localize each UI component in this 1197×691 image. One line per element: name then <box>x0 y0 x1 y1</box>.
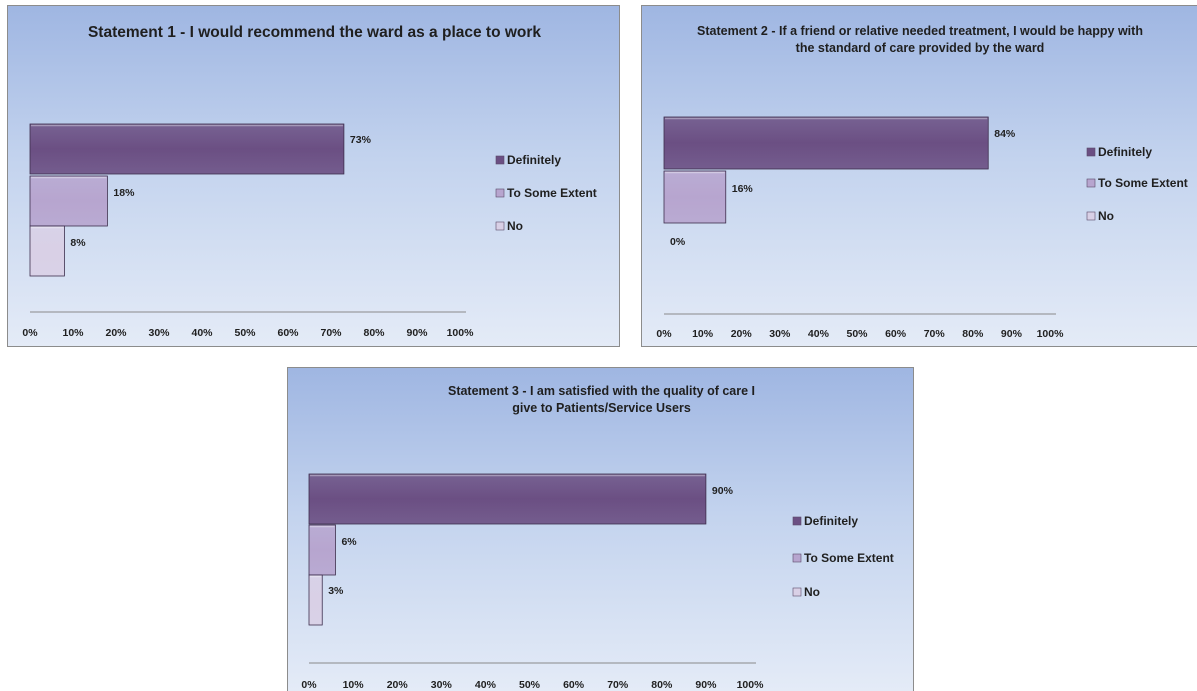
bar-definitely <box>29 123 345 175</box>
x-tick-label: 0% <box>22 327 38 339</box>
legend-label: Definitely <box>1098 145 1152 159</box>
legend-label: No <box>1098 209 1114 223</box>
legend-swatch <box>1086 147 1096 157</box>
legend-label: Definitely <box>507 153 561 167</box>
x-tick-label: 80% <box>363 327 385 339</box>
data-label: 16% <box>732 183 754 195</box>
legend-swatch <box>792 587 802 597</box>
chart-svg: 0% 10% 20% 30% 40% 50% 60% 70% 80% 90% 100% 90% 6% 3%… <box>301 473 894 691</box>
chart-panel-3: Statement 3 - I am satisfied with the qu… <box>287 367 914 691</box>
data-label: 84% <box>994 128 1016 140</box>
x-tick-label: 30% <box>148 327 170 339</box>
chart-svg: 0% 10% 20% 30% 40% 50% 60% 70% 80% 90% 100% 73% 18% 8… <box>22 123 597 339</box>
data-label: 8% <box>70 237 86 249</box>
data-label: 0% <box>670 236 686 248</box>
legend-label: No <box>507 219 523 233</box>
x-tick-label: 90% <box>695 679 717 691</box>
legend-label: Definitely <box>804 514 858 528</box>
x-tick-label: 30% <box>769 328 791 340</box>
x-tick-label: 50% <box>519 679 541 691</box>
bar-definitely <box>308 473 707 525</box>
x-tick-label: 40% <box>191 327 213 339</box>
legend-label: No <box>804 585 820 599</box>
x-tick-label: 100% <box>1037 328 1065 340</box>
x-tick-label: 10% <box>692 328 714 340</box>
data-label: 3% <box>328 585 344 597</box>
x-tick-label: 20% <box>105 327 127 339</box>
legend-swatch <box>495 155 505 165</box>
bar-to-some-extent <box>663 170 727 224</box>
chart-svg: 0% 10% 20% 30% 40% 50% 60% 70% 80% 90% 100% 84% 16% 0… <box>656 116 1188 340</box>
x-tick-label: 50% <box>846 328 868 340</box>
x-tick-label: 40% <box>475 679 497 691</box>
x-tick-label: 80% <box>651 679 673 691</box>
legend-swatch <box>495 221 505 231</box>
x-tick-label: 100% <box>447 327 475 339</box>
chart-title: Statement 2 - If a friend or relative ne… <box>697 24 1143 55</box>
bar-no <box>29 225 65 277</box>
x-tick-label: 0% <box>656 328 672 340</box>
data-label: 73% <box>350 134 372 146</box>
bar-to-some-extent <box>29 175 108 227</box>
x-tick-label: 90% <box>1001 328 1023 340</box>
x-tick-label: 100% <box>737 679 765 691</box>
x-tick-label: 10% <box>343 679 365 691</box>
x-tick-label: 70% <box>320 327 342 339</box>
x-tick-label: 40% <box>808 328 830 340</box>
legend-swatch <box>792 553 802 563</box>
x-tick-label: 90% <box>406 327 428 339</box>
x-tick-label: 60% <box>885 328 907 340</box>
chart-title: Statement 1 - I would recommend the ward… <box>87 24 542 41</box>
x-tick-label: 50% <box>234 327 256 339</box>
x-tick-label: 0% <box>301 679 317 691</box>
x-tick-label: 20% <box>387 679 409 691</box>
legend-swatch <box>1086 211 1096 221</box>
chart-title: Statement 3 - I am satisfied with the qu… <box>447 384 756 415</box>
data-label: 90% <box>712 485 734 497</box>
x-tick-label: 30% <box>431 679 453 691</box>
x-tick-label: 70% <box>607 679 629 691</box>
legend-label: To Some Extent <box>1098 176 1188 190</box>
x-tick-label: 60% <box>563 679 585 691</box>
bar-to-some-extent <box>308 524 336 576</box>
legend-label: To Some Extent <box>804 551 894 565</box>
data-label: 18% <box>113 187 135 199</box>
chart-panel-1: Statement 1 - I would recommend the ward… <box>7 5 620 347</box>
x-tick-label: 60% <box>277 327 299 339</box>
x-tick-label: 70% <box>924 328 946 340</box>
legend-label: To Some Extent <box>507 186 597 200</box>
legend-swatch <box>792 516 802 526</box>
x-tick-label: 20% <box>731 328 753 340</box>
bar-no <box>308 574 323 626</box>
data-label: 6% <box>341 536 357 548</box>
legend-swatch <box>1086 178 1096 188</box>
legend-swatch <box>495 188 505 198</box>
x-tick-label: 10% <box>62 327 84 339</box>
bar-definitely <box>663 116 989 170</box>
chart-panel-2: Statement 2 - If a friend or relative ne… <box>641 5 1197 347</box>
x-tick-label: 80% <box>962 328 984 340</box>
